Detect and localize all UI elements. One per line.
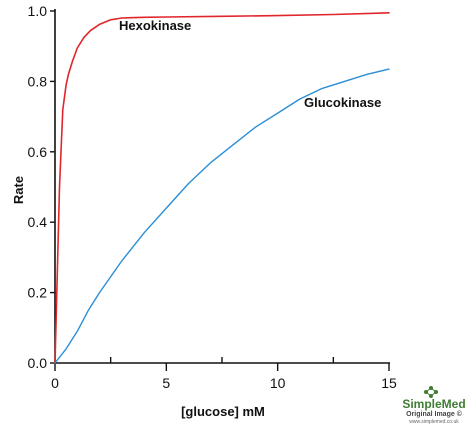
molecule-logo-icon bbox=[424, 386, 438, 398]
series-layer bbox=[54, 12, 390, 364]
x-tick-label: 0 bbox=[51, 375, 59, 391]
watermark-tagline: Original Image © bbox=[406, 410, 463, 418]
x-tick-label: 10 bbox=[270, 375, 286, 391]
y-tick-label: 0.0 bbox=[28, 355, 48, 371]
glucokinase-label: Glucokinase bbox=[304, 95, 381, 110]
x-tick-label: 15 bbox=[381, 375, 397, 391]
hexokinase-label: Hexokinase bbox=[119, 18, 191, 33]
glucokinase-curve bbox=[54, 68, 390, 364]
y-tick-label: 0.2 bbox=[28, 285, 48, 301]
watermark-brand: SimpleMed bbox=[402, 397, 465, 411]
y-axis-title: Rate bbox=[11, 176, 26, 204]
y-tick-label: 0.6 bbox=[28, 144, 48, 160]
watermark-url: www.simplemed.co.uk bbox=[409, 419, 459, 425]
ticks: 0.0 0.2 0.4 0.6 0.8 1.0 0 5 10 15 bbox=[28, 3, 397, 391]
x-tick-label: 5 bbox=[162, 375, 170, 391]
y-tick-label: 0.8 bbox=[28, 73, 48, 89]
y-tick-label: 0.4 bbox=[28, 214, 48, 230]
axes bbox=[54, 9, 390, 364]
x-axis-title: [glucose] mM bbox=[181, 404, 265, 419]
hexokinase-curve bbox=[54, 12, 390, 364]
simplemed-watermark: SimpleMed Original Image © www.simplemed… bbox=[402, 386, 466, 425]
y-tick-label: 1.0 bbox=[28, 3, 48, 19]
